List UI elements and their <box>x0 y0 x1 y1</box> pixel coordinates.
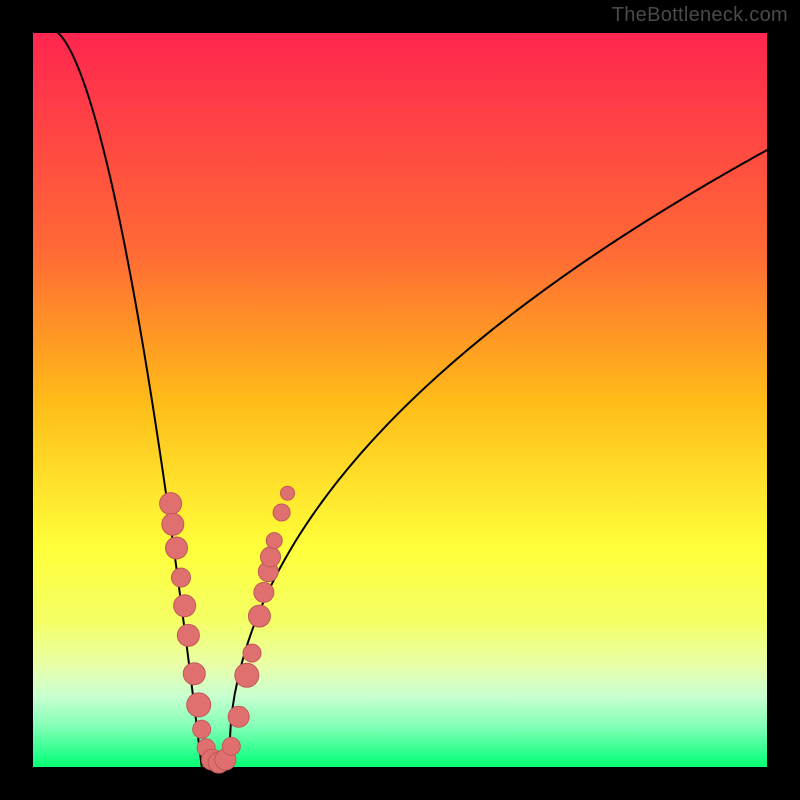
chart-frame <box>30 30 770 770</box>
chart-stage: TheBottleneck.com <box>0 0 800 800</box>
watermark-text: TheBottleneck.com <box>612 4 788 27</box>
